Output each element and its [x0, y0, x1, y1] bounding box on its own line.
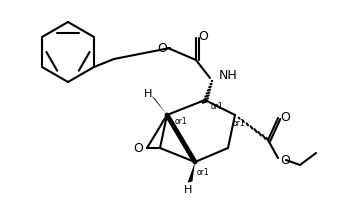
Text: or1: or1 — [175, 117, 188, 125]
Text: O: O — [133, 141, 143, 154]
Text: or1: or1 — [233, 119, 246, 128]
Text: O: O — [280, 154, 290, 167]
Polygon shape — [188, 162, 195, 183]
Text: H: H — [144, 89, 152, 99]
Text: H: H — [184, 185, 192, 195]
Text: or1: or1 — [197, 167, 210, 176]
Text: NH: NH — [219, 68, 238, 81]
Text: O: O — [157, 42, 167, 55]
Text: or1: or1 — [211, 101, 224, 110]
Text: O: O — [280, 110, 290, 123]
Text: O: O — [198, 29, 208, 42]
Polygon shape — [151, 95, 167, 115]
